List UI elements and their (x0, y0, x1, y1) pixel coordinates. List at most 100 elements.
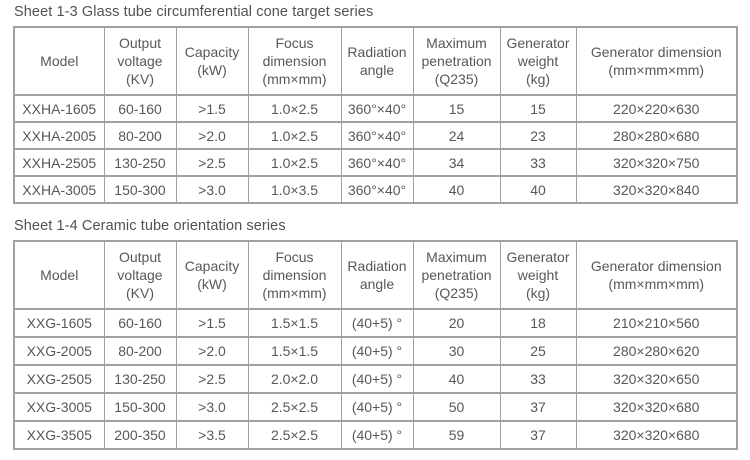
cell-maximum-penetration: 59 (412, 420, 501, 450)
cell-generator-dimension: 280×280×620 (575, 336, 738, 366)
cell-model: XXHA-2505 (13, 148, 105, 177)
header-row: Model Output voltage (KV) Capacity (kW) … (13, 26, 738, 96)
cell-maximum-penetration: 20 (412, 308, 501, 338)
cell-capacity: >2.5 (175, 364, 249, 394)
cell-capacity: >1.5 (175, 308, 249, 338)
cell-focus-dimension: 1.0×2.5 (247, 121, 342, 150)
cell-generator-weight: 37 (499, 420, 577, 450)
cell-output-voltage: 60-160 (103, 308, 177, 338)
col-header-radiation-angle: Radiation angle (340, 240, 414, 310)
sheet-1-3-title: Sheet 1-3 Glass tube circumferential con… (14, 4, 374, 20)
table-row: XXHA-2505 130-250 >2.5 1.0×2.5 360°×40° … (13, 148, 738, 177)
table-row: XXG-2505 130-250 >2.5 2.0×2.0 (40+5) ° 4… (13, 364, 738, 394)
cell-generator-weight: 23 (499, 121, 577, 150)
cell-generator-dimension: 320×320×650 (575, 364, 738, 394)
cell-generator-weight: 25 (499, 336, 577, 366)
cell-output-voltage: 200-350 (103, 420, 177, 450)
cell-output-voltage: 130-250 (103, 148, 177, 177)
cell-output-voltage: 80-200 (103, 121, 177, 150)
col-header-capacity: Capacity (kW) (175, 26, 249, 96)
cell-generator-dimension: 210×210×560 (575, 308, 738, 338)
cell-generator-dimension: 320×320×840 (575, 175, 738, 204)
col-header-focus-dimension: Focus dimension (mm×mm) (247, 240, 342, 310)
col-header-generator-dimension: Generator dimension (mm×mm×mm) (575, 26, 738, 96)
cell-focus-dimension: 1.5×1.5 (247, 336, 342, 366)
cell-capacity: >3.0 (175, 175, 249, 204)
cell-model: XXHA-3005 (13, 175, 105, 204)
cell-model: XXG-1605 (13, 308, 105, 338)
cell-focus-dimension: 2.5×2.5 (247, 420, 342, 450)
table-row: XXG-1605 60-160 >1.5 1.5×1.5 (40+5) ° 20… (13, 308, 738, 338)
col-header-generator-weight: Generator weight (kg) (499, 26, 577, 96)
ceramic-tube-spec-table: Model Output voltage (KV) Capacity (kW) … (13, 240, 738, 450)
cell-radiation-angle: (40+5) ° (340, 420, 414, 450)
cell-generator-weight: 33 (499, 364, 577, 394)
cell-maximum-penetration: 50 (412, 392, 501, 422)
col-header-generator-dimension: Generator dimension (mm×mm×mm) (575, 240, 738, 310)
cell-radiation-angle: 360°×40° (340, 148, 414, 177)
col-header-radiation-angle: Radiation angle (340, 26, 414, 96)
cell-radiation-angle: (40+5) ° (340, 308, 414, 338)
col-header-maximum-penetration: Maximum penetration (Q235) (412, 240, 501, 310)
col-header-model: Model (13, 240, 105, 310)
cell-radiation-angle: (40+5) ° (340, 336, 414, 366)
cell-capacity: >3.0 (175, 392, 249, 422)
table-row: XXHA-3005 150-300 >3.0 1.0×3.5 360°×40° … (13, 175, 738, 204)
cell-model: XXHA-1605 (13, 94, 105, 123)
cell-generator-weight: 40 (499, 175, 577, 204)
col-header-generator-weight: Generator weight (kg) (499, 240, 577, 310)
cell-capacity: >2.0 (175, 336, 249, 366)
cell-generator-dimension: 320×320×750 (575, 148, 738, 177)
cell-focus-dimension: 1.0×2.5 (247, 94, 342, 123)
cell-radiation-angle: 360°×40° (340, 175, 414, 204)
cell-generator-dimension: 320×320×680 (575, 392, 738, 422)
cell-maximum-penetration: 30 (412, 336, 501, 366)
page: Sheet 1-3 Glass tube circumferential con… (13, 4, 738, 450)
sheet-1-4-section: Sheet 1-4 Ceramic tube orientation serie… (13, 218, 738, 450)
cell-focus-dimension: 2.0×2.0 (247, 364, 342, 394)
cell-maximum-penetration: 34 (412, 148, 501, 177)
cell-output-voltage: 130-250 (103, 364, 177, 394)
cell-maximum-penetration: 40 (412, 175, 501, 204)
cell-capacity: >1.5 (175, 94, 249, 123)
cell-capacity: >2.5 (175, 148, 249, 177)
cell-model: XXG-2005 (13, 336, 105, 366)
table-row: XXG-3505 200-350 >3.5 2.5×2.5 (40+5) ° 5… (13, 420, 738, 450)
cell-generator-dimension: 220×220×630 (575, 94, 738, 123)
cell-capacity: >3.5 (175, 420, 249, 450)
sheet-1-4-title: Sheet 1-4 Ceramic tube orientation serie… (14, 218, 286, 234)
cell-maximum-penetration: 24 (412, 121, 501, 150)
cell-model: XXG-3505 (13, 420, 105, 450)
col-header-output-voltage: Output voltage (KV) (103, 26, 177, 96)
cell-capacity: >2.0 (175, 121, 249, 150)
cell-radiation-angle: (40+5) ° (340, 364, 414, 394)
sheet-1-3-section: Sheet 1-3 Glass tube circumferential con… (13, 4, 738, 204)
cell-generator-weight: 15 (499, 94, 577, 123)
cell-output-voltage: 60-160 (103, 94, 177, 123)
cell-radiation-angle: (40+5) ° (340, 392, 414, 422)
cell-focus-dimension: 2.5×2.5 (247, 392, 342, 422)
col-header-model: Model (13, 26, 105, 96)
cell-generator-dimension: 280×280×680 (575, 121, 738, 150)
table-row: XXG-3005 150-300 >3.0 2.5×2.5 (40+5) ° 5… (13, 392, 738, 422)
table-row: XXG-2005 80-200 >2.0 1.5×1.5 (40+5) ° 30… (13, 336, 738, 366)
glass-tube-spec-table: Model Output voltage (KV) Capacity (kW) … (13, 26, 738, 204)
cell-model: XXG-2505 (13, 364, 105, 394)
cell-generator-dimension: 320×320×680 (575, 420, 738, 450)
cell-generator-weight: 33 (499, 148, 577, 177)
cell-model: XXHA-2005 (13, 121, 105, 150)
table-row: XXHA-2005 80-200 >2.0 1.0×2.5 360°×40° 2… (13, 121, 738, 150)
cell-focus-dimension: 1.0×3.5 (247, 175, 342, 204)
col-header-focus-dimension: Focus dimension (mm×mm) (247, 26, 342, 96)
cell-output-voltage: 150-300 (103, 175, 177, 204)
cell-radiation-angle: 360°×40° (340, 121, 414, 150)
header-row: Model Output voltage (KV) Capacity (kW) … (13, 240, 738, 310)
cell-focus-dimension: 1.5×1.5 (247, 308, 342, 338)
table-row: XXHA-1605 60-160 >1.5 1.0×2.5 360°×40° 1… (13, 94, 738, 123)
col-header-capacity: Capacity (kW) (175, 240, 249, 310)
cell-model: XXG-3005 (13, 392, 105, 422)
col-header-maximum-penetration: Maximum penetration (Q235) (412, 26, 501, 96)
cell-maximum-penetration: 40 (412, 364, 501, 394)
cell-maximum-penetration: 15 (412, 94, 501, 123)
cell-focus-dimension: 1.0×2.5 (247, 148, 342, 177)
